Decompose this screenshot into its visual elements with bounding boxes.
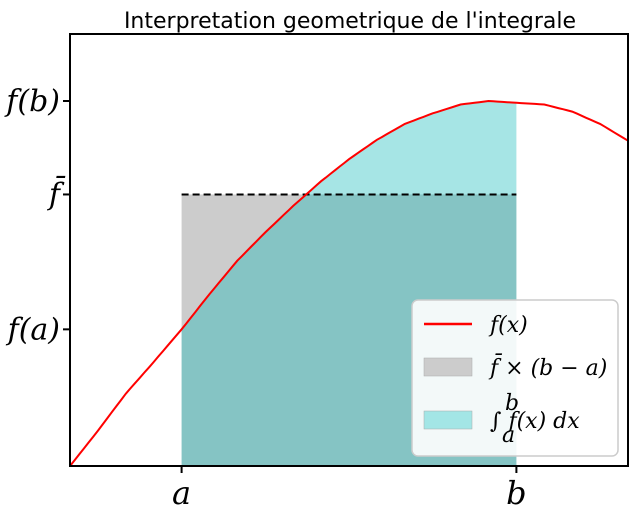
x-tick-label: a	[172, 474, 191, 512]
legend-label: f(x)	[488, 313, 528, 338]
chart-title: Interpretation geometrique de l'integral…	[124, 9, 576, 34]
legend-label: f̄ × (b − a)	[488, 353, 607, 381]
y-ticks: f(b) f̄ f(a)	[4, 84, 70, 347]
legend-label: ∫ f(x) dx	[490, 409, 580, 434]
curve-fx	[69, 99, 629, 467]
axes-frame	[69, 33, 629, 467]
legend-swatch-patch	[423, 410, 473, 430]
y-tick-label: f̄	[47, 175, 66, 213]
y-tick-label: f(b)	[4, 84, 60, 119]
x-tick-label: b	[506, 474, 526, 512]
y-tick-label: f(a)	[6, 312, 60, 347]
legend-lower-bound: a	[502, 423, 515, 448]
legend-upper-bound: b	[505, 391, 519, 416]
legend-swatch-patch	[423, 357, 473, 377]
